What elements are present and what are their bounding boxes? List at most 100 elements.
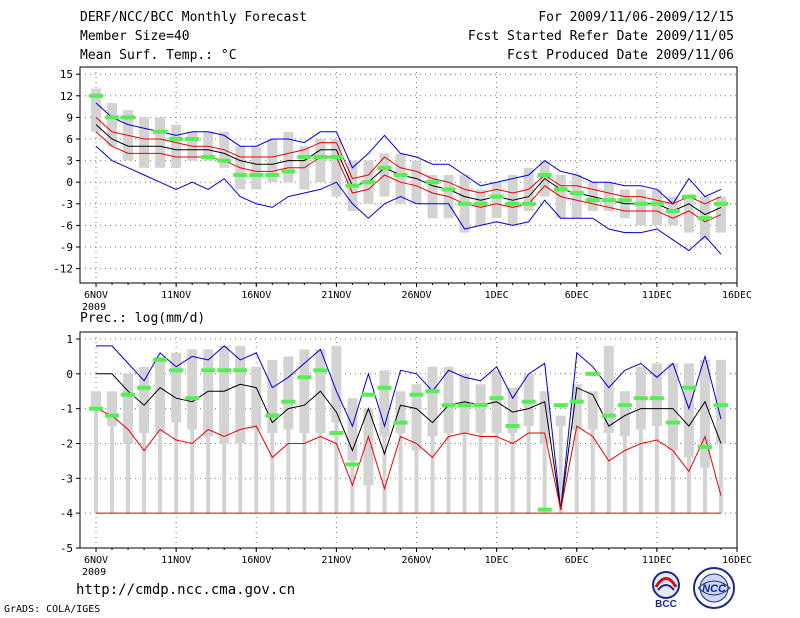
temp-box (411, 160, 422, 204)
prec-obs-marker (89, 406, 104, 411)
prec-obs-marker (553, 403, 568, 408)
prec-line-upper (96, 345, 722, 510)
temp-ytick-label: 0 (66, 176, 73, 189)
temp-xtick-label: 1DEC (485, 290, 509, 301)
prec-obs-marker (409, 392, 424, 397)
prec-xtick-label: 6NOV (84, 555, 108, 566)
prec-box (347, 398, 358, 461)
temp-ytick-label: 6 (66, 133, 73, 146)
prec-whisker (286, 429, 291, 514)
prec-obs-marker (697, 444, 712, 449)
temp-ytick-label: -9 (60, 241, 73, 254)
prec-xtick-label: 6DEC (565, 555, 589, 566)
prec-whisker (382, 436, 387, 514)
temp-obs-marker (249, 173, 264, 177)
prec-xtick-label: 26NOV (401, 555, 431, 566)
prec-whisker (670, 450, 675, 514)
prec-obs-marker (601, 413, 616, 418)
bcc-logo-text: BCC (655, 599, 677, 608)
temp-box (651, 189, 662, 226)
prec-ytick-label: -3 (60, 472, 73, 485)
prec-box (699, 359, 710, 468)
temp-obs-marker (681, 194, 696, 199)
temp-obs-marker (217, 158, 232, 163)
prec-whisker (702, 467, 707, 514)
temp-obs-marker (313, 155, 328, 159)
prec-obs-marker (297, 375, 312, 380)
prec-whisker (558, 426, 563, 514)
footer-url[interactable]: http://cmdp.ncc.cma.gov.cn (76, 582, 296, 598)
prec-obs-marker (505, 424, 520, 429)
prec-box (203, 349, 214, 437)
prec-obs-marker (489, 396, 504, 401)
temp-box (571, 175, 582, 219)
temp-box (395, 153, 406, 204)
temp-obs-marker (633, 201, 648, 206)
temp-obs-marker (505, 201, 520, 206)
prec-xtick-label: 16NOV (241, 555, 271, 566)
prec-whisker (254, 429, 259, 514)
temp-ytick-label: 9 (66, 111, 73, 124)
temp-ytick-label: -12 (53, 263, 73, 276)
prec-whisker (686, 457, 691, 514)
temp-box (155, 117, 166, 168)
temp-box (91, 88, 102, 132)
prec-obs-marker (425, 389, 440, 394)
temp-box (283, 131, 294, 183)
temp-obs-marker (201, 155, 216, 159)
prec-obs-marker (665, 420, 680, 425)
prec-whisker (510, 433, 515, 514)
temp-obs-marker (185, 137, 200, 141)
prec-box (475, 384, 486, 434)
prec-box (619, 391, 630, 437)
temp-xtick-label: 16NOV (241, 290, 271, 301)
prec-box (715, 359, 726, 444)
prec-box (443, 366, 454, 434)
prec-box (427, 366, 438, 437)
forecast-period: For 2009/11/06-2009/12/15 (538, 10, 734, 25)
temp-xtick-label: 26NOV (401, 290, 431, 301)
prec-whisker (174, 422, 179, 514)
temp-xtick-label: 11DEC (642, 290, 672, 301)
prec-line-lower (95, 408, 722, 510)
temp-line-mean (95, 124, 722, 216)
prec-whisker (350, 460, 355, 514)
prec-obs-marker (521, 399, 536, 404)
temp-obs-marker (89, 93, 104, 98)
temp-obs-marker (345, 183, 360, 188)
prec-whisker (622, 436, 627, 514)
temp-obs-marker (265, 173, 280, 177)
temp-obs-marker (521, 201, 536, 206)
prec-whisker (606, 433, 611, 514)
temp-obs-marker (361, 180, 376, 185)
prec-frame (79, 331, 738, 549)
temp-xtick-label: 21NOV (321, 290, 351, 301)
chart-title: DERF/NCC/BCC Monthly Forecast (80, 10, 307, 25)
prec-obs-marker (537, 507, 552, 512)
prec-obs-marker (393, 420, 408, 425)
prec-whisker (222, 443, 227, 514)
temp-obs-marker (169, 137, 184, 141)
temp-obs-marker (489, 194, 504, 199)
temp-obs-marker (617, 198, 632, 203)
temp-obs-marker (281, 169, 296, 174)
prec-xtick-label: 11DEC (642, 555, 672, 566)
prec-box (123, 373, 134, 444)
prec-ytick-label: -1 (60, 403, 73, 416)
prec-xtick-label: 11NOV (161, 555, 191, 566)
temp-box (331, 139, 342, 197)
temp-obs-marker (697, 216, 712, 221)
temp-obs-marker (713, 201, 728, 206)
prec-box (155, 356, 166, 434)
prec-box (667, 363, 678, 451)
prec-obs-marker (617, 403, 632, 408)
prec-whisker (526, 426, 531, 514)
prec-box (107, 391, 118, 427)
temp-box (267, 139, 278, 183)
temp-line-lower (95, 145, 722, 255)
prec-box (411, 384, 422, 451)
prec-whisker (430, 436, 435, 514)
prec-whisker (302, 433, 307, 514)
prec-box (379, 370, 390, 437)
prec-obs-marker (169, 368, 184, 373)
